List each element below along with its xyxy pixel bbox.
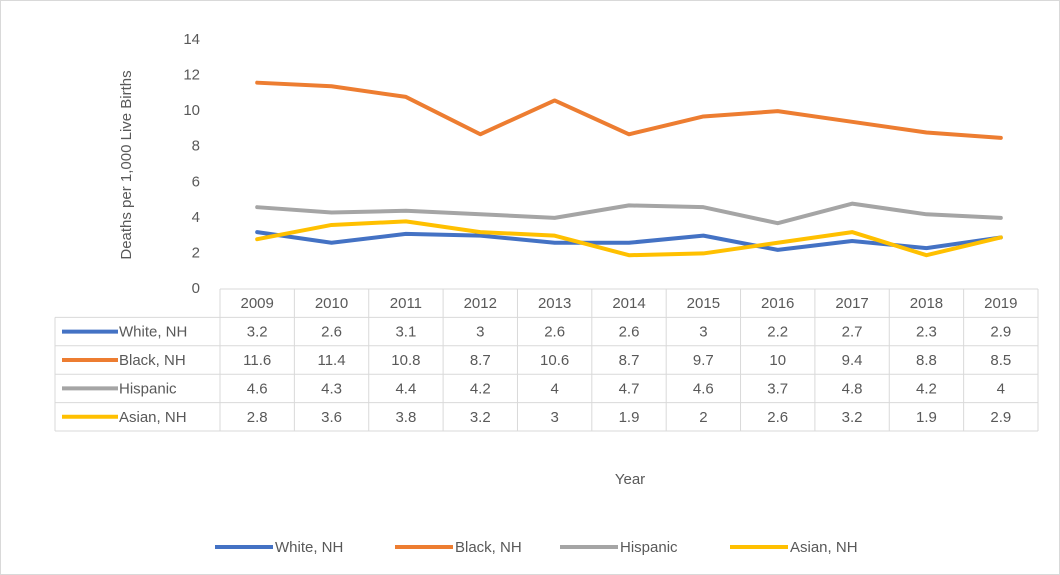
series-line xyxy=(255,201,1003,226)
table-cell: 2.9 xyxy=(990,324,1011,341)
table-cell: 3.2 xyxy=(470,409,491,426)
table-cell: 2.6 xyxy=(544,324,565,341)
legend-label: Asian, NH xyxy=(790,539,858,556)
table-cell: 4 xyxy=(550,380,558,397)
table-cell: 2.2 xyxy=(767,324,788,341)
table-cell: 9.4 xyxy=(842,352,863,369)
y-tick-label: 2 xyxy=(192,244,200,261)
x-tick-label: 2017 xyxy=(835,295,868,312)
table-cell: 11.6 xyxy=(243,352,271,369)
table-cell: 8.7 xyxy=(470,352,491,369)
legend-label: White, NH xyxy=(275,539,343,556)
table-cell: 9.7 xyxy=(693,352,714,369)
table-cell: 1.9 xyxy=(619,409,640,426)
table-cell: 3.8 xyxy=(395,409,416,426)
x-tick-label: 2011 xyxy=(390,295,422,312)
y-tick-label: 10 xyxy=(183,102,200,119)
y-tick-label: 8 xyxy=(192,138,200,155)
table-cell: 3.7 xyxy=(767,380,788,397)
series-line xyxy=(255,230,1003,252)
y-tick-label: 4 xyxy=(192,209,200,226)
table-cell: 10.8 xyxy=(391,352,420,369)
table-cell: 10 xyxy=(769,352,786,369)
table-cell: 2.6 xyxy=(767,409,788,426)
y-tick-label: 6 xyxy=(192,173,200,190)
x-tick-label: 2018 xyxy=(910,295,943,312)
series-line xyxy=(255,80,1003,140)
table-cell: 2.3 xyxy=(916,324,937,341)
table-row-label: Black, NH xyxy=(119,352,186,369)
table-cell: 11.4 xyxy=(317,352,345,369)
table-cell: 8.5 xyxy=(990,352,1011,369)
table-cell: 8.7 xyxy=(619,352,640,369)
table-cell: 4.2 xyxy=(916,380,937,397)
legend-label: Black, NH xyxy=(455,539,522,556)
table-row-label: Hispanic xyxy=(119,380,177,397)
table-cell: 2.7 xyxy=(842,324,863,341)
x-tick-label: 2012 xyxy=(464,295,497,312)
table-cell: 4.6 xyxy=(693,380,714,397)
y-tick-label: 0 xyxy=(192,280,200,297)
table-cell: 3.2 xyxy=(247,324,268,341)
table-cell: 4.4 xyxy=(395,380,416,397)
legend-label: Hispanic xyxy=(620,539,678,556)
table-cell: 4.6 xyxy=(247,380,268,397)
table-cell: 3 xyxy=(699,324,707,341)
x-tick-label: 2019 xyxy=(984,295,1017,312)
table-cell: 4.3 xyxy=(321,380,342,397)
table-cell: 2.9 xyxy=(990,409,1011,426)
table-cell: 2 xyxy=(699,409,707,426)
table-cell: 4.7 xyxy=(619,380,640,397)
series-line xyxy=(255,219,1003,258)
table-cell: 2.8 xyxy=(247,409,268,426)
table-cell: 3 xyxy=(476,324,484,341)
table-cell: 3 xyxy=(550,409,558,426)
table-cell: 1.9 xyxy=(916,409,937,426)
table-cell: 2.6 xyxy=(619,324,640,341)
x-tick-label: 2009 xyxy=(240,295,273,312)
table-cell: 3.6 xyxy=(321,409,342,426)
x-tick-label: 2013 xyxy=(538,295,571,312)
y-tick-label: 12 xyxy=(183,67,200,84)
table-cell: 2.6 xyxy=(321,324,342,341)
x-tick-label: 2014 xyxy=(612,295,645,312)
table-cell: 10.6 xyxy=(540,352,569,369)
x-tick-label: 2015 xyxy=(687,295,720,312)
table-cell: 3.2 xyxy=(842,409,863,426)
table-row-label: Asian, NH xyxy=(119,409,187,426)
x-axis-label: Year xyxy=(615,471,645,488)
table-cell: 4 xyxy=(997,380,1005,397)
x-tick-label: 2016 xyxy=(761,295,794,312)
x-tick-label: 2010 xyxy=(315,295,348,312)
table-cell: 4.2 xyxy=(470,380,491,397)
table-cell: 3.1 xyxy=(395,324,416,341)
y-tick-label: 14 xyxy=(183,31,200,48)
y-axis-label: Deaths per 1,000 Live Births xyxy=(118,70,135,259)
table-row-label: White, NH xyxy=(119,324,187,341)
table-cell: 8.8 xyxy=(916,352,937,369)
table-cell: 4.8 xyxy=(842,380,863,397)
